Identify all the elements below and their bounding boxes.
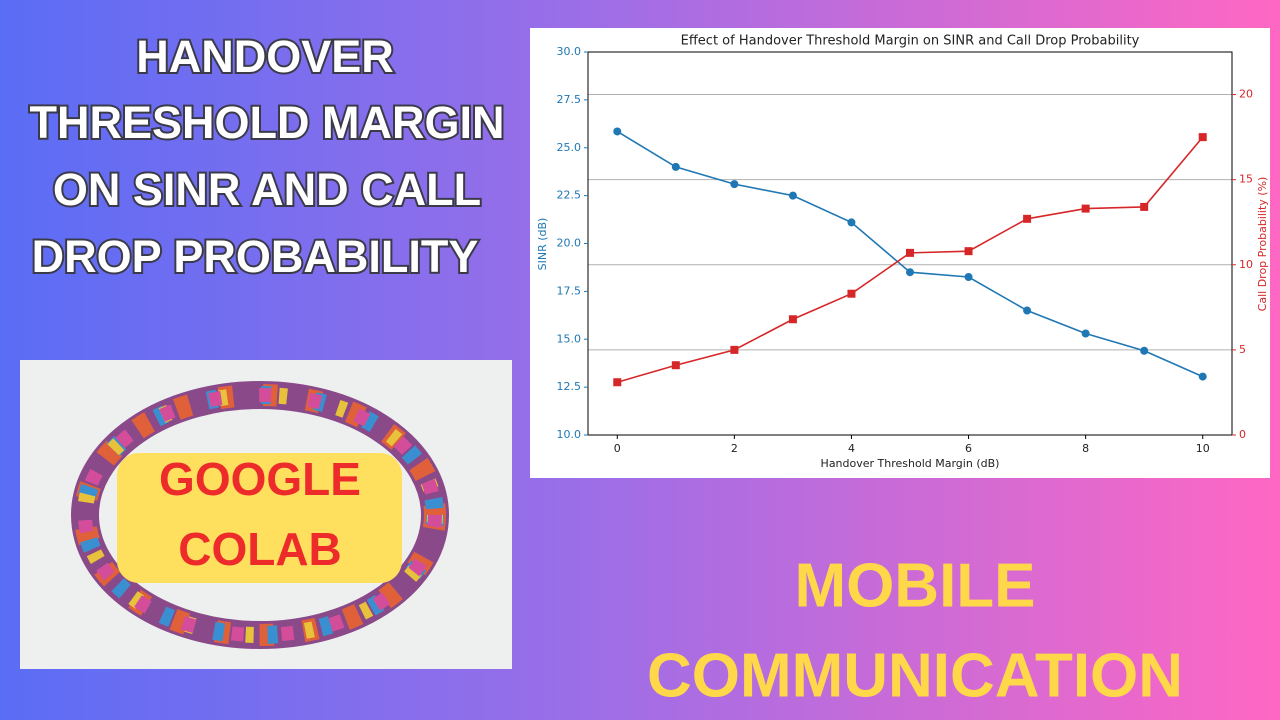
badge-text: COLAB (178, 523, 342, 575)
x-axis-label: Handover Threshold Margin (dB) (821, 457, 1000, 470)
marker (613, 378, 622, 387)
y-tick-label: 27.5 (557, 93, 582, 106)
y-tick-label: 22.5 (557, 189, 582, 202)
marker (1140, 202, 1149, 211)
headline: DROP PROBABILITY (32, 231, 479, 282)
y2-tick-label: 15 (1239, 173, 1253, 186)
footer: MOBILE (794, 551, 1035, 620)
y-tick-label: 25.0 (557, 141, 582, 154)
marker (1023, 306, 1032, 315)
marker (788, 191, 797, 200)
marker (730, 345, 739, 354)
y2-tick-label: 20 (1239, 88, 1253, 101)
x-tick-label: 0 (614, 442, 621, 455)
marker (906, 248, 914, 257)
chart: Effect of Handover Threshold Margin on S… (530, 28, 1270, 478)
headline: THRESHOLD MARGIN (30, 97, 505, 148)
y-tick-label: 17.5 (557, 284, 582, 297)
chart-panel (530, 28, 1270, 478)
badge-text: GOOGLE (159, 453, 361, 505)
y2-tick-label: 10 (1239, 258, 1253, 271)
y-tick-label: 20.0 (557, 237, 582, 250)
marker (1198, 133, 1207, 142)
marker (1081, 204, 1090, 213)
chart-title: Effect of Handover Threshold Margin on S… (681, 34, 1140, 49)
marker (671, 162, 680, 171)
marker (906, 268, 914, 277)
marker (1023, 214, 1032, 223)
marker (847, 218, 856, 227)
y-tick-label: 15.0 (557, 332, 582, 345)
marker (613, 127, 622, 136)
marker (730, 180, 739, 189)
x-tick-label: 10 (1196, 442, 1210, 455)
marker (964, 247, 973, 256)
headline: ON SINR AND CALL (53, 164, 481, 215)
photo: GOOGLE COLAB (20, 360, 512, 669)
x-tick-label: 6 (965, 442, 972, 455)
x-tick-label: 8 (1082, 442, 1089, 455)
y2-tick-label: 0 (1239, 428, 1246, 441)
marker (671, 361, 680, 370)
marker (1198, 372, 1207, 381)
marker (964, 273, 973, 282)
x-tick-label: 2 (731, 442, 738, 455)
marker (1081, 329, 1090, 338)
headline: HANDOVER (136, 31, 394, 82)
marker (1140, 346, 1149, 355)
y2-axis-label: Call Drop Probability (%) (1256, 177, 1269, 312)
y-axis-label: SINR (dB) (536, 218, 549, 271)
x-tick-label: 4 (848, 442, 855, 455)
footer: COMMUNICATION (647, 641, 1183, 710)
marker (847, 289, 856, 298)
y2-tick-label: 5 (1239, 343, 1246, 356)
marker (788, 315, 797, 324)
y-tick-label: 10.0 (557, 428, 582, 441)
y-tick-label: 12.5 (557, 380, 582, 393)
y-tick-label: 30.0 (557, 45, 582, 58)
